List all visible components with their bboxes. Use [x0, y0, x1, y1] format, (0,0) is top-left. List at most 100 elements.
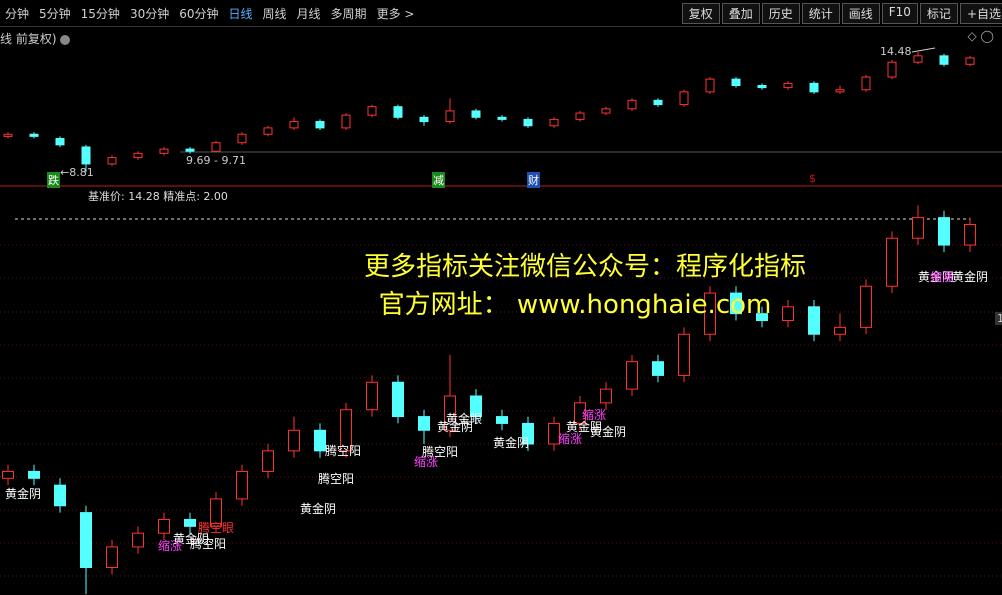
candle-body — [783, 82, 793, 89]
lower-header: 基准价: 14.28 精准点: 2.00 — [88, 190, 228, 203]
period-tab[interactable]: 分钟 — [5, 6, 30, 21]
candle-body — [626, 361, 638, 390]
period-tab[interactable]: 多周期 — [330, 6, 367, 21]
candle-body — [289, 121, 299, 129]
candle-body — [210, 498, 222, 527]
signal-label: 缩涨 — [930, 270, 955, 284]
period-tab[interactable]: 30分钟 — [129, 6, 170, 21]
candle-body — [55, 137, 65, 146]
signal-label: 腾空阳 — [190, 537, 227, 551]
candle-body — [3, 133, 13, 137]
title-text: 线 前复权) — [0, 32, 57, 46]
grid — [0, 244, 1002, 577]
signal-label: 黄金阴 — [173, 532, 210, 546]
candle-body — [678, 333, 690, 376]
signal-label: 缩涨 — [582, 408, 607, 422]
candle-body — [393, 106, 403, 118]
candle-body — [652, 361, 664, 376]
candle-body — [158, 518, 170, 534]
signal-label: 黄金阴 — [918, 270, 955, 284]
promo-text: 官方网址： www.honghaie.com — [378, 290, 772, 320]
candle-body — [80, 512, 92, 568]
candle-body — [185, 148, 195, 152]
low-label: ←8.81 — [60, 166, 94, 179]
candle-body — [28, 470, 40, 479]
candle-body — [756, 313, 768, 322]
period-tab[interactable]: 5分钟 — [39, 6, 71, 21]
event-marker[interactable]: 跌 — [47, 172, 60, 188]
candle-body — [366, 381, 378, 411]
event-marker[interactable]: 减 — [432, 172, 445, 188]
candle-body — [860, 285, 872, 328]
period-tab[interactable]: 60分钟 — [179, 6, 219, 21]
candle-body — [627, 99, 637, 110]
candle-body — [263, 127, 273, 135]
chart-title: 线 前复权) — [0, 30, 71, 47]
candle-body — [236, 470, 248, 500]
period-tab[interactable]: 周线 — [262, 6, 287, 21]
signal-label: 黄金阴 — [5, 487, 42, 501]
candle-body — [965, 57, 975, 65]
signal-label: 黄金阴 — [437, 420, 474, 434]
tool-button[interactable]: 叠加 — [721, 3, 760, 24]
candle-body — [548, 422, 560, 445]
candle-body — [29, 133, 39, 137]
event-marker[interactable]: $ — [809, 172, 816, 185]
signal-label: 腾空阳 — [422, 445, 459, 459]
tool-button[interactable]: 历史 — [761, 3, 800, 24]
signal-label: 腾空眼 — [198, 521, 235, 535]
candle-body — [601, 108, 611, 114]
candle-body — [107, 157, 117, 165]
candle-body — [237, 133, 247, 144]
signal-label: 缩涨 — [414, 455, 439, 469]
candle-body — [782, 306, 794, 322]
tool-button[interactable]: 画线 — [841, 3, 880, 24]
candle-body — [575, 112, 585, 120]
tool-button[interactable]: +自选 — [959, 3, 1002, 24]
dropdown-icon[interactable] — [60, 34, 71, 45]
candle-body — [834, 326, 846, 335]
tool-buttons: 复权 叠加 历史 统计 画线 F10 标记 +自选 — [680, 3, 1002, 24]
candle-body — [600, 388, 612, 404]
candle-body — [835, 89, 845, 93]
tool-button[interactable]: 复权 — [681, 3, 720, 24]
candle-body — [445, 110, 455, 123]
signal-label: 腾空阳 — [325, 444, 362, 458]
tool-button[interactable]: F10 — [881, 3, 918, 24]
event-marker[interactable]: 财 — [527, 172, 540, 188]
candle-body — [262, 450, 274, 472]
candle-body — [522, 422, 534, 445]
period-tab[interactable]: 15分钟 — [80, 6, 120, 21]
high-label: 14.48 — [880, 45, 912, 58]
signal-label: 黄金眼 — [446, 412, 483, 426]
period-tabs: 分钟 5分钟 15分钟 30分钟 60分钟 日线 周线 月线 多周期 更多 > — [0, 0, 419, 26]
candle-body — [653, 99, 663, 106]
candle-body — [731, 78, 741, 86]
candle-body — [471, 110, 481, 118]
period-tab[interactable]: 日线 — [228, 6, 253, 21]
signal-label: 黄金阴 — [590, 425, 627, 439]
candle-body — [367, 106, 377, 116]
tool-button[interactable]: 标记 — [919, 3, 958, 24]
candle-body — [81, 146, 91, 165]
period-tab[interactable]: 月线 — [296, 6, 321, 21]
right-tag: 1 — [995, 312, 1002, 325]
tool-button[interactable]: 统计 — [801, 3, 840, 24]
candle-body — [496, 416, 508, 424]
panel-icons: ◇ ◯ — [967, 29, 994, 43]
candle-body — [887, 61, 897, 78]
candle-body — [288, 429, 300, 452]
candle-body — [679, 91, 689, 106]
candle-body — [886, 237, 898, 287]
signal-label: 黄金阴 — [566, 420, 603, 434]
candle-body — [808, 306, 820, 335]
candle-body — [418, 416, 430, 431]
pointer-line — [911, 47, 936, 53]
period-tab[interactable]: 更多 > — [376, 6, 415, 21]
candle-body — [549, 118, 559, 127]
candle-body — [392, 381, 404, 418]
candle-body — [341, 114, 351, 129]
signal-label: 黄金阴 — [493, 436, 530, 450]
